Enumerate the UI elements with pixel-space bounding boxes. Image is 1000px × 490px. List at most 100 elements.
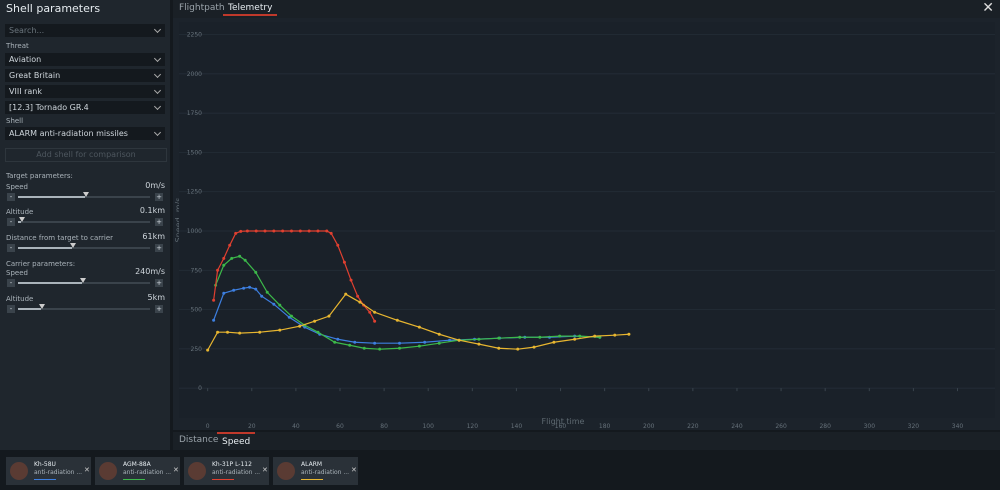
param-label: Distance from target to carrier xyxy=(6,234,114,242)
y-tick-label: 1500 xyxy=(187,149,202,156)
slider[interactable] xyxy=(18,192,150,198)
data-point xyxy=(518,335,522,339)
data-point xyxy=(222,256,226,260)
slider[interactable] xyxy=(18,304,150,310)
shell-name: Kh-58U xyxy=(34,461,56,468)
dropdown[interactable]: ALARM anti-radiation missiles xyxy=(5,127,165,140)
data-point xyxy=(437,341,441,345)
slider-thumb xyxy=(19,217,25,222)
data-point xyxy=(627,332,631,336)
shell-card[interactable]: Kh-58U anti-radiation ... ✕ xyxy=(6,457,91,485)
data-point xyxy=(538,335,542,339)
y-tick-label: 1250 xyxy=(187,189,202,196)
plus-button[interactable]: + xyxy=(155,193,163,201)
data-point xyxy=(289,314,293,318)
data-point xyxy=(327,314,331,318)
slider-thumb xyxy=(39,304,45,309)
param-label: Speed xyxy=(6,183,28,191)
dropdown[interactable]: [12.3] Tornado GR.4 xyxy=(5,101,165,114)
minus-button[interactable]: - xyxy=(7,244,15,252)
shell-subtitle: anti-radiation ... xyxy=(301,469,350,476)
data-point xyxy=(497,346,501,350)
dropdown[interactable]: Aviation xyxy=(5,53,165,66)
dropdown[interactable]: Great Britain xyxy=(5,69,165,82)
x-tick-label: 300 xyxy=(864,423,876,430)
minus-button[interactable]: - xyxy=(7,279,15,287)
legend-swatch xyxy=(212,479,234,480)
data-point xyxy=(395,318,399,322)
data-point xyxy=(423,340,427,344)
data-point xyxy=(313,319,317,323)
param-label: Speed xyxy=(6,269,28,277)
data-point xyxy=(342,260,346,264)
threat-label: Threat xyxy=(6,42,29,50)
slider[interactable] xyxy=(18,217,150,223)
slider[interactable] xyxy=(18,278,150,284)
minus-button[interactable]: - xyxy=(7,218,15,226)
data-point xyxy=(398,341,402,345)
data-point xyxy=(613,333,617,337)
shell-icon xyxy=(99,462,117,480)
y-axis-title: Speed, m/s xyxy=(174,198,183,243)
shell-card[interactable]: AGM-88A anti-radiation ... ✕ xyxy=(95,457,180,485)
x-tick-label: 80 xyxy=(380,423,388,430)
tab[interactable]: Distance xyxy=(179,435,219,445)
data-point xyxy=(248,285,252,289)
x-tick-label: 320 xyxy=(908,423,920,430)
shell-card[interactable]: ALARM anti-radiation ... ✕ xyxy=(273,457,358,485)
data-point xyxy=(230,256,234,260)
chart: Speed, m/s Flight time 02505007501000125… xyxy=(173,18,1000,430)
close-button[interactable]: ✕ xyxy=(982,0,994,16)
shell-card[interactable]: Kh-31P L-112 anti-radiation ... ✕ xyxy=(184,457,269,485)
remove-button[interactable]: ✕ xyxy=(351,466,357,474)
x-tick-label: 280 xyxy=(819,423,831,430)
tab[interactable]: Telemetry xyxy=(223,0,278,16)
minus-button[interactable]: - xyxy=(7,193,15,201)
data-point xyxy=(349,278,353,282)
compare-button[interactable]: Add shell for comparison xyxy=(5,148,167,162)
plus-button[interactable]: + xyxy=(155,244,163,252)
y-tick-label: 2000 xyxy=(187,71,202,78)
data-point xyxy=(336,243,340,247)
plus-button[interactable]: + xyxy=(155,279,163,287)
param-value: 5km xyxy=(147,293,165,302)
data-point xyxy=(398,346,402,350)
series-line xyxy=(213,230,376,322)
data-point xyxy=(281,229,285,233)
data-point xyxy=(373,319,377,323)
tab[interactable]: Speed xyxy=(217,432,256,448)
param-value: 240m/s xyxy=(135,267,165,276)
x-tick-label: 20 xyxy=(248,423,256,430)
remove-button[interactable]: ✕ xyxy=(173,466,179,474)
data-point xyxy=(333,340,337,344)
data-point xyxy=(316,330,320,334)
search-box[interactable]: Search... xyxy=(5,24,165,37)
slider-thumb xyxy=(70,243,76,248)
remove-button[interactable]: ✕ xyxy=(84,466,90,474)
plus-button[interactable]: + xyxy=(155,218,163,226)
plot-area xyxy=(179,22,995,418)
dropdown[interactable]: VIII rank xyxy=(5,85,165,98)
plus-button[interactable]: + xyxy=(155,305,163,313)
data-point xyxy=(373,341,377,345)
data-point xyxy=(222,291,226,295)
tab[interactable]: Flightpath xyxy=(179,3,225,13)
data-point xyxy=(238,331,242,335)
x-tick-label: 220 xyxy=(687,423,699,430)
slider-fill xyxy=(18,282,82,284)
slider[interactable] xyxy=(18,243,150,249)
data-point xyxy=(558,334,562,338)
legend-swatch xyxy=(301,479,323,480)
slider-thumb xyxy=(83,192,89,197)
data-point xyxy=(353,340,357,344)
data-point xyxy=(336,337,340,341)
shell-subtitle: anti-radiation ... xyxy=(123,469,172,476)
x-tick-label: 340 xyxy=(952,423,964,430)
data-point xyxy=(298,229,302,233)
tab-bar: Flightpath Telemetry ✕ xyxy=(173,0,1000,18)
x-tick-label: 200 xyxy=(643,423,655,430)
x-tick-label: 260 xyxy=(775,423,787,430)
remove-button[interactable]: ✕ xyxy=(262,466,268,474)
data-point xyxy=(532,345,536,349)
minus-button[interactable]: - xyxy=(7,305,15,313)
